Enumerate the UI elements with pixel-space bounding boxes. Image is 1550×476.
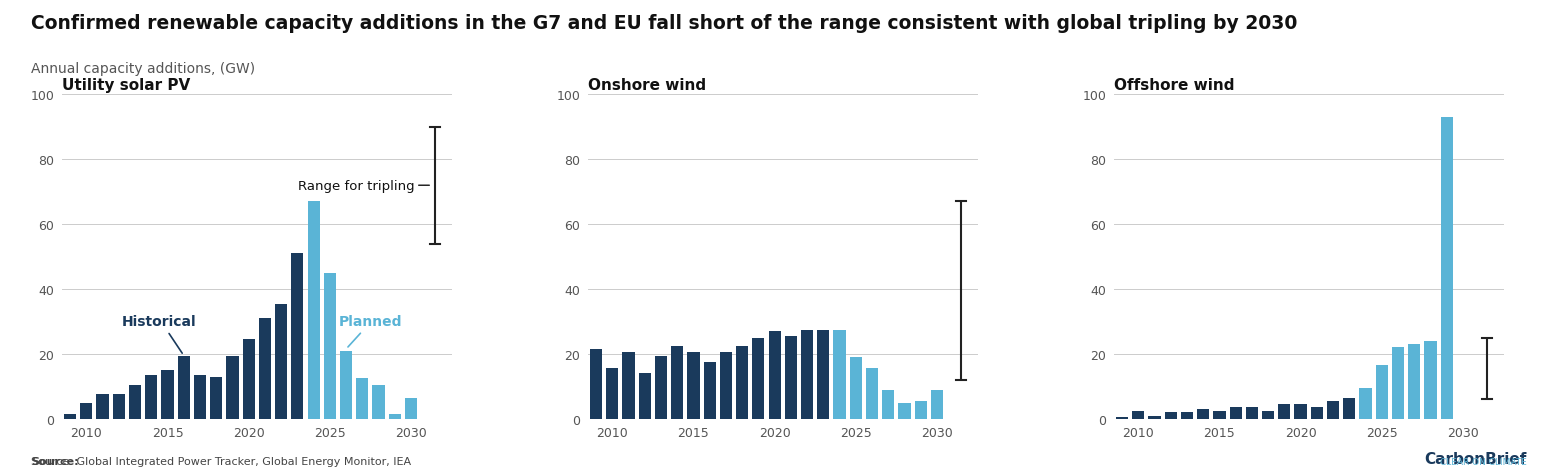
Bar [1262, 411, 1274, 419]
Bar [817, 330, 829, 419]
Bar [307, 202, 319, 419]
Bar [784, 337, 797, 419]
Text: Source: Global Integrated Power Tracker, Global Energy Monitor, IEA: Source: Global Integrated Power Tracker,… [31, 456, 411, 466]
Bar [849, 357, 862, 419]
Bar [866, 369, 879, 419]
Text: Onshore wind: Onshore wind [587, 78, 707, 93]
Bar [113, 395, 126, 419]
Bar [226, 356, 239, 419]
Bar [769, 331, 781, 419]
Bar [64, 414, 76, 419]
Bar [801, 330, 814, 419]
Bar [1344, 398, 1355, 419]
Bar [899, 403, 910, 419]
Bar [1376, 366, 1387, 419]
Text: Offshore wind: Offshore wind [1114, 78, 1234, 93]
Bar [623, 353, 634, 419]
Bar [704, 362, 716, 419]
Bar [1149, 416, 1161, 419]
Bar [914, 401, 927, 419]
Bar [1440, 118, 1452, 419]
Bar [1294, 404, 1307, 419]
Bar [606, 369, 618, 419]
Bar [81, 403, 93, 419]
Bar [736, 346, 749, 419]
Bar [339, 351, 352, 419]
Bar [882, 390, 894, 419]
Text: Historical: Historical [122, 314, 197, 328]
Bar [372, 385, 384, 419]
Bar [146, 375, 158, 419]
Bar [389, 414, 401, 419]
Text: Source:: Source: [31, 456, 79, 466]
Text: CarbonBrief: CarbonBrief [1424, 452, 1527, 466]
Bar [194, 375, 206, 419]
Bar [1197, 409, 1209, 419]
Bar [1359, 388, 1372, 419]
Bar [1327, 401, 1339, 419]
Bar [129, 385, 141, 419]
Bar [752, 338, 764, 419]
Bar [1116, 417, 1128, 419]
Bar [656, 356, 666, 419]
Bar [1392, 347, 1404, 419]
Bar [291, 254, 304, 419]
Text: Utility solar PV: Utility solar PV [62, 78, 191, 93]
Bar [1229, 407, 1242, 419]
Bar [1132, 411, 1144, 419]
Bar [211, 377, 222, 419]
Bar [1246, 407, 1259, 419]
Bar [1181, 412, 1194, 419]
Bar [1164, 412, 1176, 419]
Bar [259, 318, 271, 419]
Bar [834, 330, 846, 419]
Bar [1279, 404, 1291, 419]
Bar [243, 339, 254, 419]
Bar [719, 353, 732, 419]
Bar [405, 398, 417, 419]
Bar [96, 395, 108, 419]
Bar [274, 304, 287, 419]
Text: Planned: Planned [339, 314, 401, 328]
Bar [324, 273, 336, 419]
Bar [1311, 407, 1322, 419]
Text: Annual capacity additions, (GW): Annual capacity additions, (GW) [31, 62, 256, 76]
Bar [178, 356, 189, 419]
Bar [1424, 341, 1437, 419]
Bar [161, 370, 174, 419]
Bar [1214, 411, 1226, 419]
Bar [687, 353, 699, 419]
Text: Range for tripling: Range for tripling [298, 179, 414, 192]
Bar [356, 378, 369, 419]
Bar [671, 346, 684, 419]
Text: Confirmed renewable capacity additions in the G7 and EU fall short of the range : Confirmed renewable capacity additions i… [31, 14, 1297, 33]
Bar [639, 374, 651, 419]
Bar [1407, 345, 1420, 419]
Bar [932, 390, 942, 419]
Text: CLEAR ON CLIMATE: CLEAR ON CLIMATE [1440, 447, 1527, 466]
Bar [591, 349, 601, 419]
